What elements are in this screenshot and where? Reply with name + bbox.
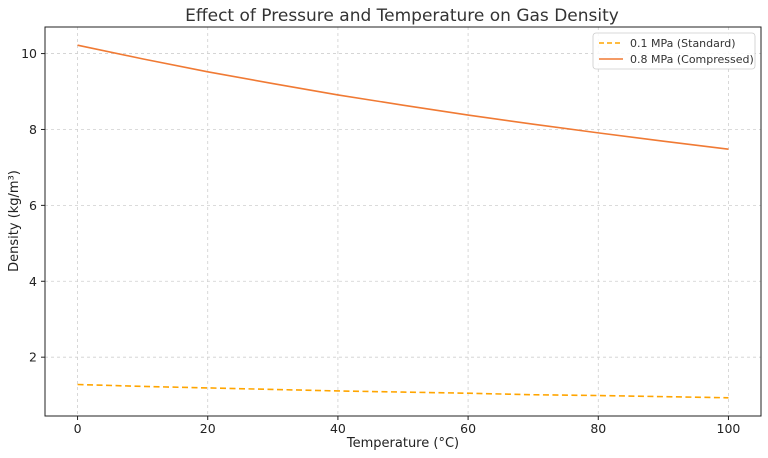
legend: 0.1 MPa (Standard) 0.8 MPa (Compressed) bbox=[592, 32, 756, 70]
x-tick-label: 20 bbox=[200, 421, 216, 436]
grid bbox=[45, 27, 761, 416]
series-line-standard bbox=[77, 383, 729, 399]
plot-frame bbox=[44, 26, 762, 417]
y-tick-label: 4 bbox=[29, 274, 37, 289]
y-axis: 2 4 6 8 10 bbox=[21, 46, 45, 365]
legend-frame bbox=[592, 32, 756, 70]
x-tick-label: 80 bbox=[590, 421, 606, 436]
x-axis-label: Temperature (°C) bbox=[346, 436, 459, 451]
series-layer bbox=[77, 44, 729, 399]
legend-label-standard: 0.1 MPa (Standard) bbox=[630, 37, 735, 50]
y-tick-label: 6 bbox=[29, 198, 37, 213]
x-tick-label: 100 bbox=[717, 421, 741, 436]
legend-label-compressed: 0.8 MPa (Compressed) bbox=[630, 53, 754, 66]
chart-title: Effect of Pressure and Temperature on Ga… bbox=[185, 6, 619, 26]
y-tick-label: 10 bbox=[21, 46, 37, 61]
x-axis: 0 20 40 60 80 100 bbox=[74, 416, 741, 436]
x-tick-label: 60 bbox=[460, 421, 476, 436]
x-tick-label: 0 bbox=[74, 421, 82, 436]
y-tick-label: 8 bbox=[29, 122, 37, 137]
y-tick-label: 2 bbox=[29, 350, 37, 365]
series-line-compressed bbox=[77, 44, 729, 150]
y-axis-label: Density (kg/m³) bbox=[7, 170, 22, 272]
x-tick-label: 40 bbox=[330, 421, 346, 436]
